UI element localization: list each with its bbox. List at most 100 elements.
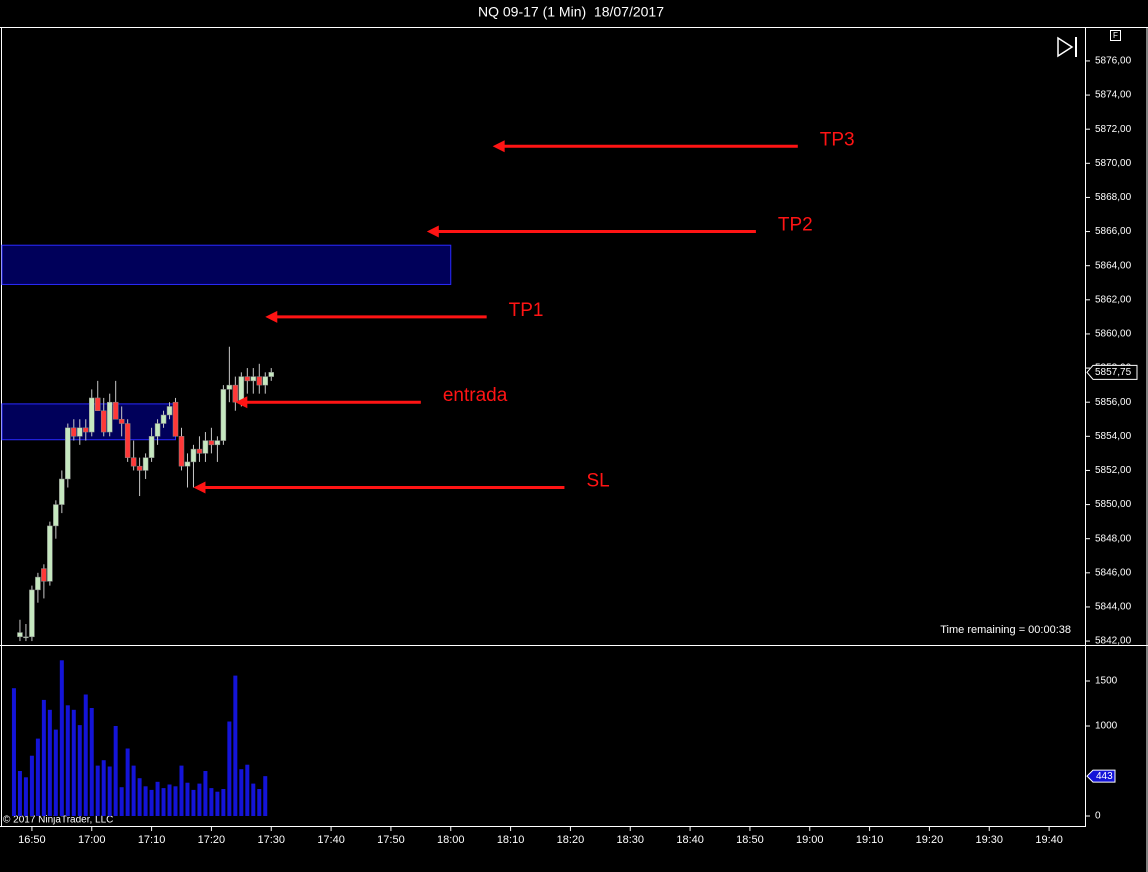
current-volume-label: 443 [1096,771,1113,782]
x-tick-label: 19:00 [796,834,824,846]
volume-bar [113,726,118,817]
y-tick-label: 5868,00 [1095,192,1132,203]
candle-body [77,427,83,437]
volume-bar [155,781,160,817]
x-tick-label: 18:40 [676,834,704,846]
volume-bar [125,748,130,817]
candle-body [29,589,35,638]
volume-bar [215,791,220,817]
candle-body [100,410,107,433]
x-tick-label: 19:40 [1035,834,1063,846]
candle-body [202,440,209,454]
volume-bar [59,660,64,817]
candle-body [124,423,131,458]
candle-body [118,419,125,424]
candle-body [89,397,95,433]
candle-body [262,376,269,386]
volume-bar [89,708,94,817]
y-tick-label: 5870,00 [1095,158,1132,169]
candle-body [268,372,275,377]
annotation-label: TP2 [778,215,813,236]
candle-body [220,389,227,441]
y-tick-label: 5872,00 [1095,124,1132,135]
volume-bar [47,709,52,817]
y-tick-label: 5850,00 [1095,499,1132,510]
candle-body [190,448,197,463]
volume-bar [197,783,202,817]
y-tick-label: 5874,00 [1095,90,1132,101]
volume-bar [239,769,244,817]
volume-bar [191,789,196,817]
candle-body [130,457,137,467]
candle-body [59,478,65,505]
x-tick-label: 17:30 [257,834,285,846]
volume-bar [167,784,172,817]
candle-body [94,397,101,411]
volume-bar [65,705,70,817]
candle-body [112,401,119,420]
x-tick-label: 17:10 [138,834,166,846]
flag-box[interactable] [1110,30,1121,41]
candle-body [23,636,29,639]
candle-body [178,436,185,467]
y-tick-label: 5856,00 [1095,397,1132,408]
annotation-label: entrada [443,385,508,406]
x-tick-label: 18:50 [736,834,764,846]
status-text: Time remaining = 00:00:38 [940,624,1071,636]
volume-bar [83,694,88,817]
annotation-label: SL [586,471,609,492]
candle-body [196,448,203,454]
x-tick-label: 18:10 [497,834,525,846]
x-tick-label: 17:50 [377,834,405,846]
candle-body [226,384,233,390]
x-tick-label: 19:30 [975,834,1003,846]
candle-body [142,457,149,471]
y-tick-label: 1500 [1095,676,1118,687]
play-icon[interactable] [1057,36,1074,58]
volume-bar [17,771,22,817]
volume-bar [233,675,238,817]
x-tick-label: 18:00 [437,834,465,846]
y-tick-label: 5864,00 [1095,260,1132,271]
y-tick-label: 5866,00 [1095,226,1132,237]
candle-body [250,376,257,382]
volume-bar [209,788,214,817]
window-title: NQ 09-17 (1 Min) 18/07/2017 [478,4,664,20]
candle-body [53,504,59,527]
candle-body [154,423,161,437]
zone [1,403,177,441]
volume-bar [185,782,190,817]
candle-body [148,436,155,458]
arrow-head [426,225,439,238]
x-tick-label: 18:20 [557,834,585,846]
y-tick-label: 5862,00 [1095,294,1132,305]
volume-bar [107,766,112,817]
y-tick-label: 5844,00 [1095,602,1132,613]
volume-bar [71,709,76,817]
y-tick-label: 5842,00 [1095,636,1132,647]
volume-bar [161,788,166,817]
volume-bar [95,765,100,817]
candle-body [35,576,41,591]
candle-body [17,632,23,638]
candle-body [65,427,71,480]
x-tick-label: 16:50 [18,834,46,846]
volume-bar [137,778,142,817]
volume-bar [149,789,154,817]
arrow-head [265,310,278,323]
x-tick-label: 17:20 [198,834,226,846]
volume-bar [41,699,46,817]
candle-body [256,376,263,386]
y-tick-label: 5860,00 [1095,329,1132,340]
y-tick-label: 5852,00 [1095,465,1132,476]
y-tick-label: 5854,00 [1095,431,1132,442]
scroll-end-button[interactable] [1057,36,1077,58]
volume-bar [77,725,82,817]
volume-bar [263,776,268,817]
volume-bar [221,789,226,817]
candle-body [41,568,47,582]
panel-flag[interactable]: F [1113,31,1118,40]
candle-body [184,461,191,467]
current-price-tag [1086,364,1138,380]
